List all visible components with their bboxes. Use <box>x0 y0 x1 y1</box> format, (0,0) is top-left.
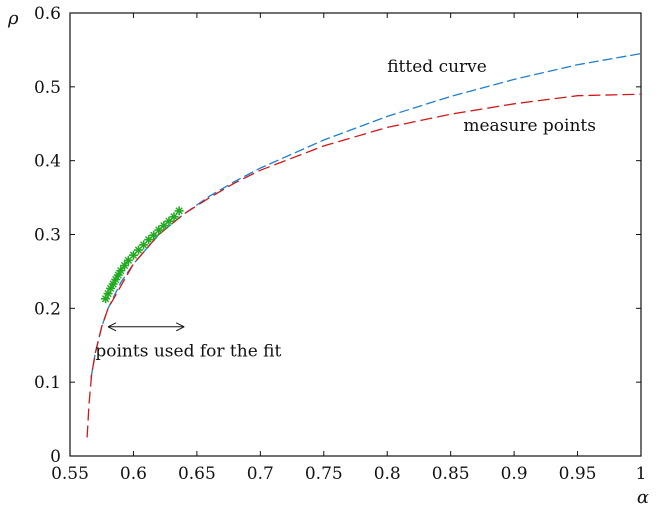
x-tick-label: 1 <box>636 464 647 484</box>
fit-point-marker <box>120 261 130 271</box>
y-tick-label: 0.3 <box>34 226 61 246</box>
fit-point-marker <box>174 206 184 216</box>
x-axis-label: α <box>637 487 649 508</box>
fit-point-marker <box>103 289 113 299</box>
y-axis-label: ρ <box>7 8 19 29</box>
fit-point-marker <box>134 245 144 255</box>
series-measure-points <box>86 93 642 438</box>
y-tick-label: 0.6 <box>34 4 61 24</box>
y-tick-label: 0.1 <box>34 373 61 393</box>
fit-point-marker <box>116 266 126 276</box>
x-tick-label: 0.7 <box>247 464 274 484</box>
x-tick-label: 0.55 <box>51 464 89 484</box>
x-tick-label: 0.8 <box>374 464 401 484</box>
x-tick-label: 0.95 <box>559 464 597 484</box>
fit-point-marker <box>169 212 179 222</box>
y-tick-label: 0.4 <box>34 152 61 172</box>
annotation-measure: measure points <box>463 116 596 136</box>
series-points-used-for-the-fit <box>101 206 184 304</box>
fit-range-arrow <box>107 322 185 332</box>
y-tick-label: 0.2 <box>34 299 61 319</box>
x-tick-label: 0.85 <box>432 464 470 484</box>
x-tick-label: 0.75 <box>305 464 343 484</box>
annotation-fitted: fitted curve <box>387 57 487 77</box>
x-tick-label: 0.9 <box>501 464 528 484</box>
y-tick-label: 0.5 <box>34 78 61 98</box>
y-tick-label: 0 <box>50 447 61 467</box>
x-tick-label: 0.65 <box>178 464 216 484</box>
annotations: fitted curve measure points points used fo… <box>95 57 596 361</box>
ticks: 0.55 0.6 0.65 0.7 0.75 0.8 0.85 0.9 0.95 1 0 0.1 0.2… <box>7 4 649 508</box>
series-line-measure-points <box>86 93 642 438</box>
annotation-fitrange: points used for the fit <box>95 341 281 361</box>
x-tick-label: 0.6 <box>120 464 147 484</box>
series <box>86 52 642 438</box>
